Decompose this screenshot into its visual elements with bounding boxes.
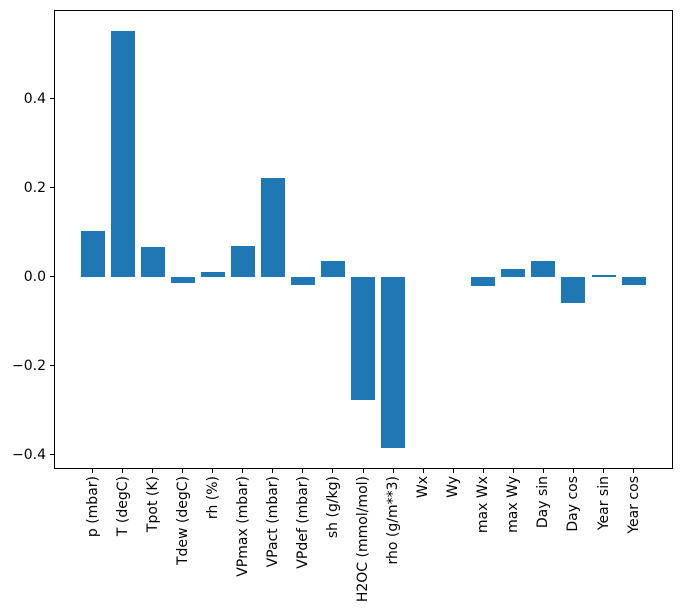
x-tick-label: sh (g/kg): [324, 476, 341, 539]
x-tick: [122, 469, 124, 473]
x-tick-label: Wx: [415, 476, 432, 499]
bar-Year cos: [621, 276, 646, 286]
x-tick: [542, 469, 544, 473]
x-tick: [152, 469, 154, 473]
bar-Tpot (K): [140, 247, 165, 277]
x-tick-label: Day cos: [565, 476, 582, 532]
y-tick: [50, 365, 54, 367]
x-tick: [422, 469, 424, 473]
x-tick-label: Tpot (K): [144, 476, 161, 533]
plot-area: [54, 10, 673, 469]
bar-Day sin: [531, 261, 556, 277]
x-tick: [182, 469, 184, 473]
x-tick-label: Year sin: [595, 476, 612, 531]
bar-Day cos: [561, 276, 586, 304]
x-tick-label: VPact (mbar): [264, 476, 281, 568]
x-tick-label: Wy: [445, 476, 462, 498]
bar-Tdew (degC): [170, 276, 195, 284]
bar-VPact (mbar): [260, 178, 285, 277]
y-tick: [50, 454, 54, 456]
x-tick: [272, 469, 274, 473]
bar-T (degC): [110, 31, 135, 277]
x-tick-label: rh (%): [204, 476, 221, 520]
x-tick: [482, 469, 484, 473]
y-tick-label: 0.0: [23, 268, 46, 285]
y-tick: [50, 98, 54, 100]
x-tick-label: VPdef (mbar): [294, 476, 311, 569]
x-tick: [603, 469, 605, 473]
x-tick: [242, 469, 244, 473]
bar-VPmax (mbar): [230, 245, 255, 277]
bar-max Wx: [471, 276, 496, 287]
x-tick-label: Day sin: [535, 476, 552, 529]
bar-max Wy: [501, 268, 526, 277]
y-tick-label: −0.2: [12, 357, 46, 374]
y-tick: [50, 187, 54, 189]
x-tick: [452, 469, 454, 473]
x-tick-label: T (degC): [114, 476, 131, 537]
x-tick: [92, 469, 93, 473]
y-tick-label: 0.4: [23, 90, 46, 107]
x-tick: [392, 469, 394, 473]
x-tick: [633, 469, 635, 473]
x-tick-label: max Wy: [505, 476, 522, 533]
bar-Year sin: [591, 275, 616, 277]
x-tick-label: p (mbar): [84, 476, 101, 538]
y-tick-label: 0.2: [23, 179, 46, 196]
x-tick-label: Tdew (degC): [174, 476, 191, 566]
x-tick: [332, 469, 334, 473]
x-tick: [302, 469, 304, 473]
x-tick-label: rho (g/m**3): [385, 476, 402, 565]
x-tick-label: H2OC (mmol/mol): [355, 476, 372, 603]
x-tick-label: max Wx: [475, 476, 492, 534]
y-tick-label: −0.4: [12, 446, 46, 463]
x-tick: [212, 469, 214, 473]
x-tick-label: VPmax (mbar): [234, 476, 251, 577]
bar-sh (g/kg): [320, 260, 345, 277]
x-tick: [362, 469, 364, 473]
x-tick: [572, 469, 574, 473]
bar-rh (%): [200, 271, 225, 277]
x-tick: [512, 469, 514, 473]
bar-VPdef (mbar): [290, 276, 315, 286]
bar-p (mbar): [80, 231, 105, 277]
x-tick-label: Year cos: [625, 476, 642, 534]
bar-rho (g/m**3): [381, 276, 406, 448]
y-tick: [50, 276, 54, 278]
bar-H2OC (mmol/mol): [351, 276, 376, 401]
